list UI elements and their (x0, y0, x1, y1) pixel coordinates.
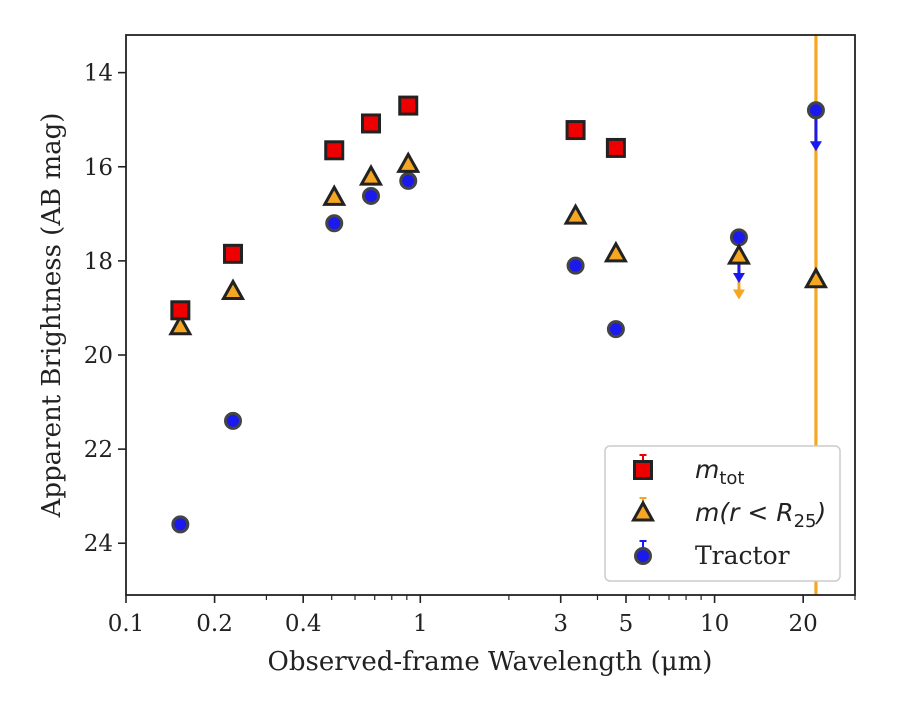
plot-data-layer (168, 35, 828, 595)
x-tick-label-4: 3 (553, 611, 568, 637)
mtot-point-5 (565, 120, 586, 141)
legend-marker-mr25 (630, 499, 656, 522)
x-tick-label-1: 0.2 (196, 611, 233, 637)
y-tick-label-1: 16 (84, 155, 113, 181)
axes-layer: 0.1 0.2 0.4 1 3 5 10 20 14 16 18 20 22 24 (84, 61, 856, 637)
x-tick-label-2: 0.4 (285, 611, 322, 637)
mr25-point-7 (726, 243, 752, 265)
mr25-point-4 (396, 151, 421, 173)
mtot-point-1 (223, 243, 244, 264)
y-tick-label-0: 14 (84, 61, 113, 87)
x-tick-label-7: 20 (789, 611, 818, 637)
x-tick-label-0: 0.1 (108, 611, 145, 637)
tractor-point-0 (171, 515, 190, 534)
y-tick-label-5: 24 (84, 531, 113, 557)
x-tick-label-3: 1 (413, 611, 428, 637)
tractor-point-7 (729, 228, 748, 247)
mtot-point-2 (324, 140, 345, 161)
mr25-point-1 (220, 278, 246, 300)
x-tick-label-6: 10 (700, 611, 729, 637)
legend-marker-mtot (633, 460, 653, 480)
legend-label-mtot: mtot (695, 455, 745, 489)
tractor-point-8 (806, 101, 825, 120)
mtot-point-4 (398, 95, 419, 116)
plot-frame (125, 34, 856, 596)
mr25-point-2 (322, 184, 347, 206)
tractor-point-1 (224, 411, 243, 430)
mr25-point-0 (168, 313, 193, 336)
mr25-point-6 (603, 240, 628, 263)
legend: mtot m(r < R25) Tractor (604, 445, 841, 582)
tractor-point-5 (566, 256, 585, 275)
mr25-point-3 (358, 164, 384, 186)
y-tick-label-3: 20 (84, 343, 113, 369)
legend-label-mr25: m(r < R25) (695, 498, 826, 532)
mr25-point-5 (563, 203, 588, 225)
legend-marker-tractor (634, 547, 652, 565)
y-axis-title: Apparent Brightness (AB mag) (37, 113, 67, 519)
y-tick-label-4: 22 (84, 437, 113, 463)
tractor-point-3 (362, 186, 381, 205)
legend-label-tractor: Tractor (695, 541, 790, 570)
mtot-point-3 (361, 113, 382, 134)
x-tick-label-5: 5 (619, 611, 634, 637)
mtot-point-6 (605, 137, 626, 158)
tractor-point-4 (399, 171, 418, 190)
mtot-point-0 (170, 300, 191, 321)
legend-box (604, 445, 841, 582)
y-tick-label-2: 18 (84, 249, 113, 275)
tractor-point-2 (325, 214, 344, 233)
x-axis-title: Observed-frame Wavelength (μm) (268, 647, 713, 677)
tractor-point-6 (606, 320, 625, 339)
mr25-point-8 (803, 266, 828, 289)
